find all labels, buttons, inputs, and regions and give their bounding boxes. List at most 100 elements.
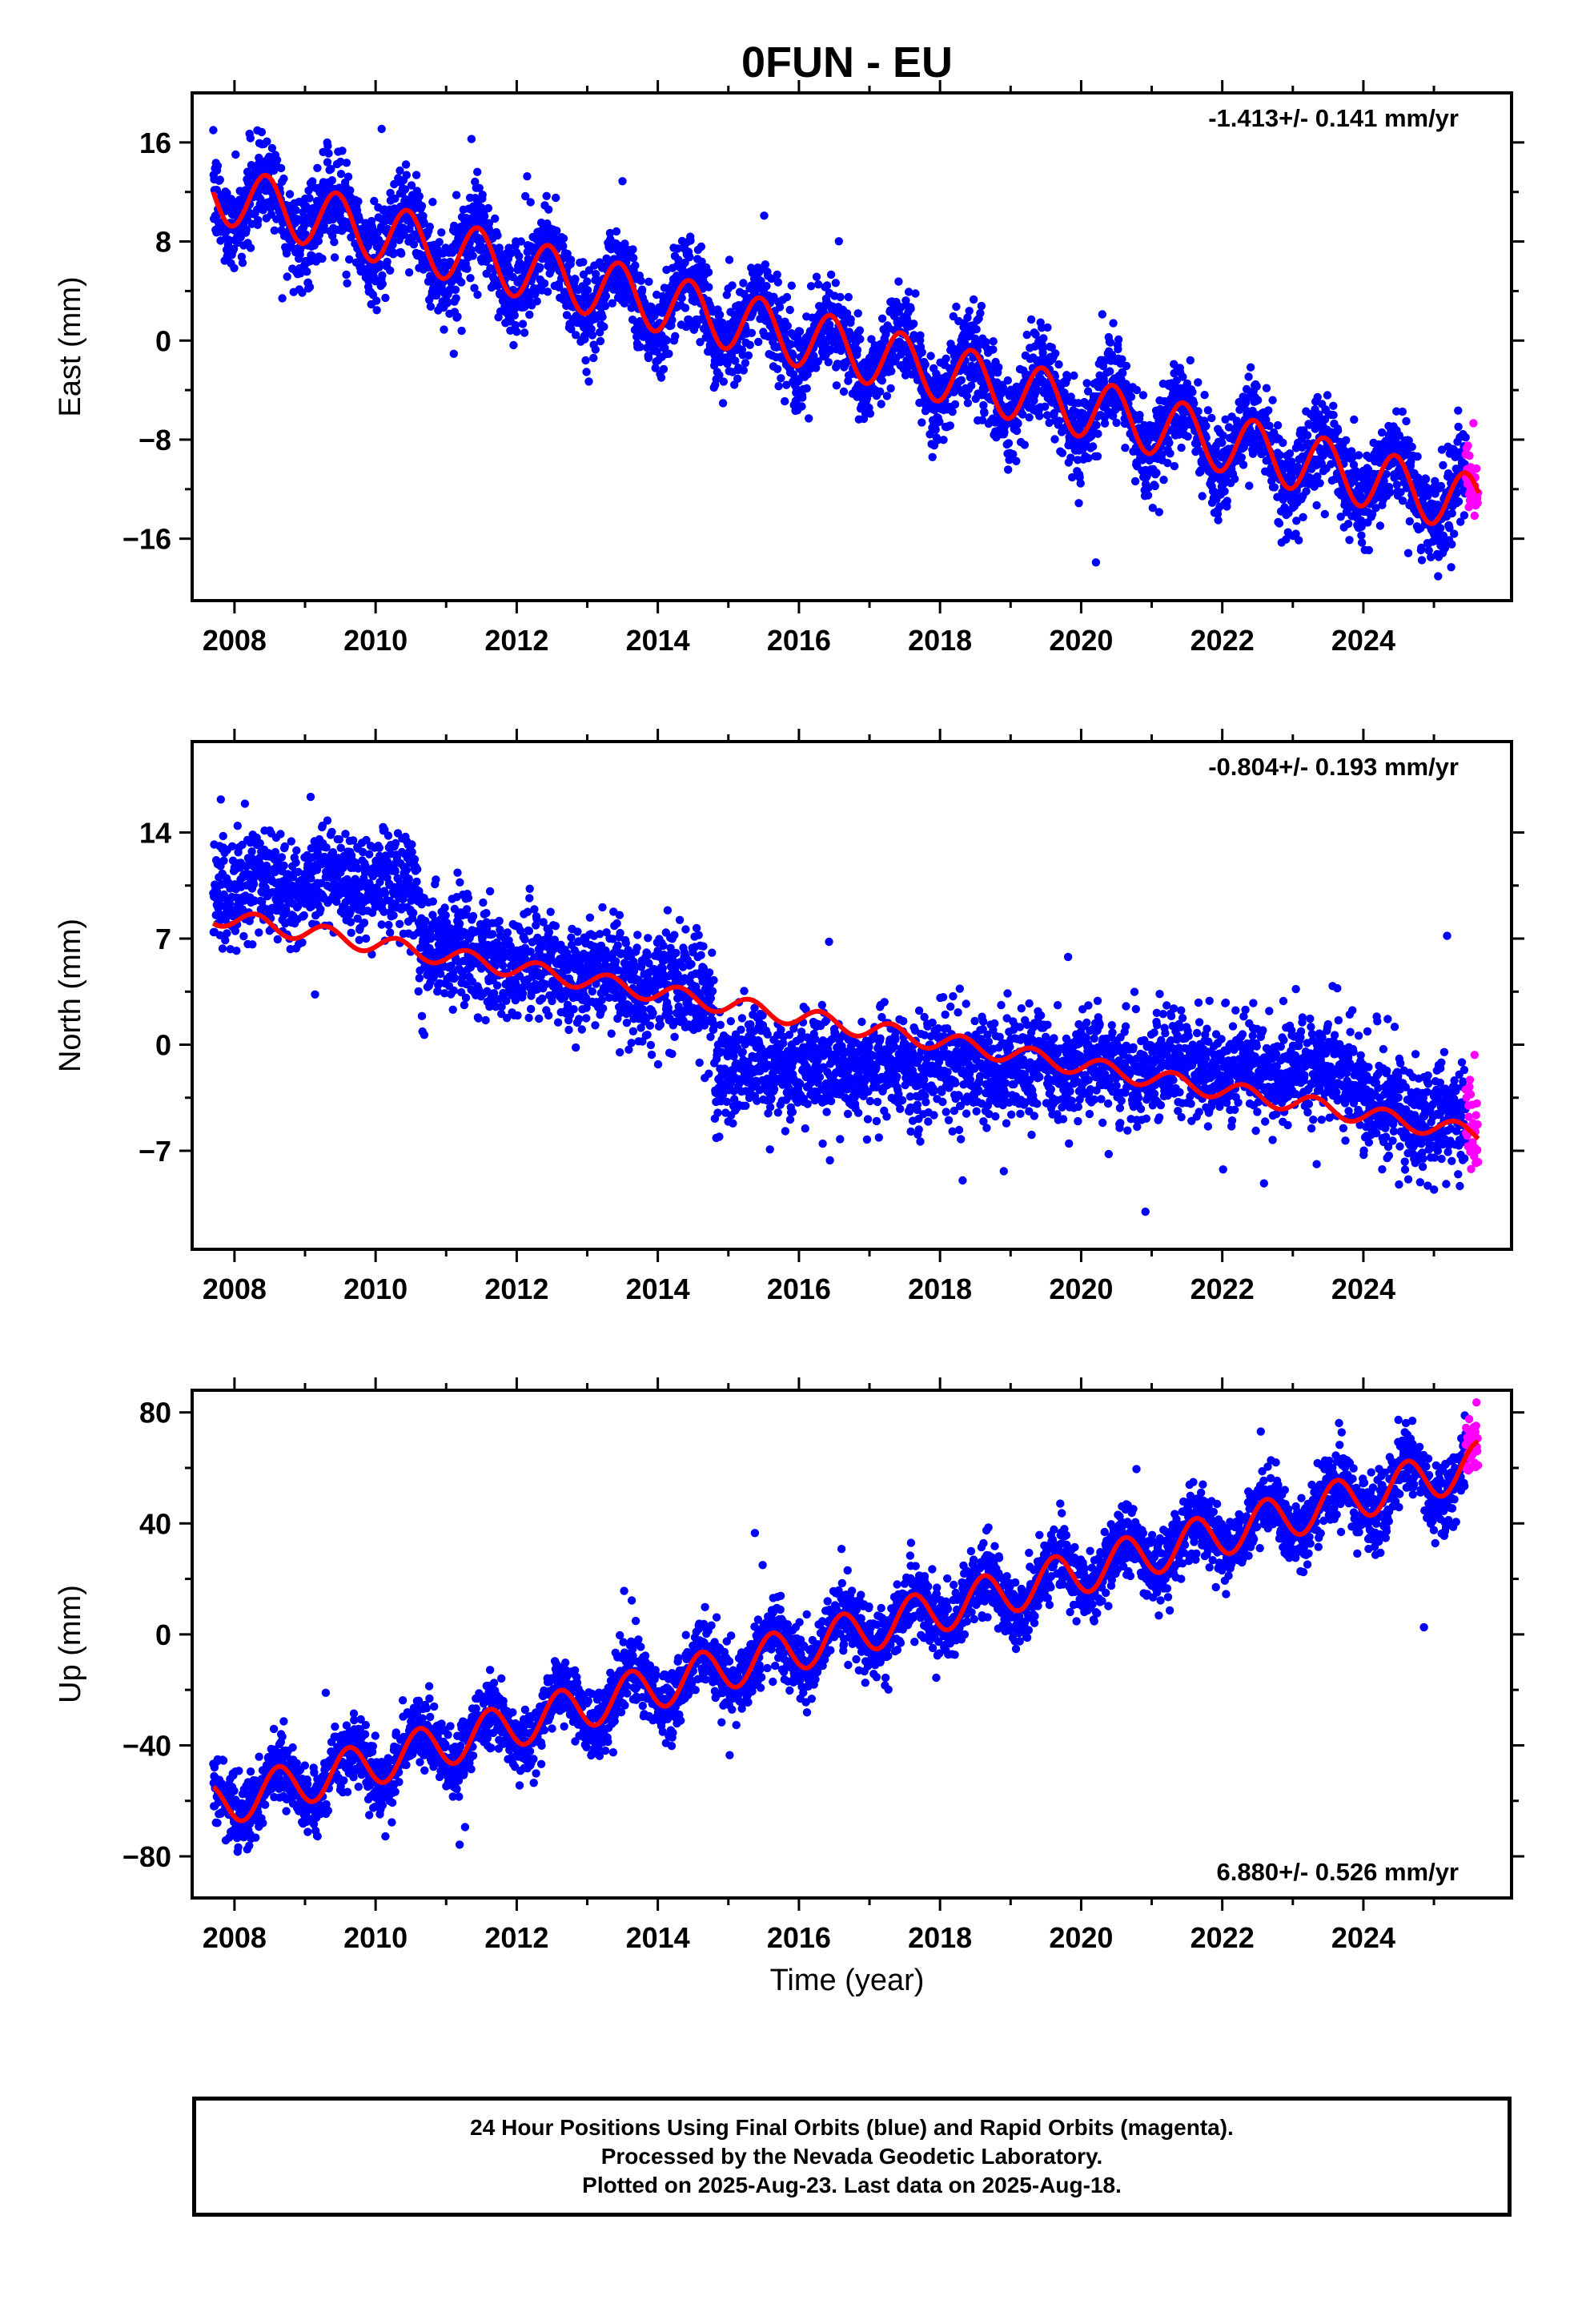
- final-orbit-point: [1218, 438, 1227, 447]
- final-orbit-point: [1245, 481, 1254, 490]
- x-tick-label: 2008: [203, 624, 267, 657]
- final-orbit-point: [1454, 497, 1464, 506]
- final-orbit-point: [744, 351, 753, 360]
- final-orbit-point: [542, 191, 551, 200]
- final-orbit-point: [932, 369, 941, 378]
- final-orbit-point: [1323, 391, 1332, 400]
- final-orbit-point: [1039, 334, 1048, 343]
- final-orbit-point: [1288, 474, 1297, 483]
- final-orbit-point: [926, 430, 934, 439]
- final-orbit-point: [963, 313, 972, 322]
- final-orbit-point: [989, 337, 998, 346]
- final-orbit-point: [773, 278, 782, 287]
- final-orbit-point: [725, 255, 734, 264]
- final-orbit-point: [1198, 492, 1207, 501]
- final-orbit-point: [480, 211, 489, 221]
- final-orbit-point: [453, 312, 462, 321]
- final-orbit-point: [327, 827, 336, 837]
- final-orbit-point: [377, 124, 386, 134]
- final-orbit-point: [1357, 531, 1366, 540]
- final-orbit-point: [977, 301, 986, 311]
- final-orbit-point: [341, 830, 350, 838]
- final-orbit-point: [233, 822, 242, 830]
- final-orbit-point: [246, 243, 255, 252]
- final-orbit-point: [343, 172, 353, 181]
- final-orbit-point: [571, 275, 580, 283]
- final-orbit-point: [917, 348, 926, 357]
- final-orbit-point: [957, 376, 966, 384]
- final-orbit-point: [803, 370, 812, 379]
- final-orbit-point: [989, 345, 998, 354]
- final-orbit-point: [733, 374, 742, 384]
- final-orbit-point: [965, 307, 974, 316]
- final-orbit-point: [1165, 438, 1174, 448]
- final-orbit-point: [1166, 449, 1174, 458]
- final-orbit-point: [846, 315, 855, 324]
- final-orbit-point: [435, 238, 444, 247]
- final-orbit-point: [962, 392, 972, 400]
- final-orbit-point: [795, 327, 805, 336]
- x-tick-label: 2022: [1191, 624, 1255, 657]
- final-orbit-point: [1275, 519, 1284, 528]
- final-orbit-point: [757, 276, 765, 286]
- final-orbit-point: [267, 143, 277, 153]
- final-orbit-point: [372, 306, 381, 315]
- final-orbit-point: [656, 373, 666, 382]
- final-orbit-point: [216, 795, 225, 804]
- final-orbit-point: [240, 799, 250, 808]
- final-orbit-point: [1254, 396, 1263, 404]
- final-orbit-point: [877, 376, 887, 385]
- final-orbit-point: [276, 163, 286, 173]
- y-tick-label: 8: [155, 226, 171, 259]
- final-orbit-point: [343, 279, 351, 287]
- final-orbit-point: [806, 282, 816, 291]
- final-orbit-point: [407, 181, 416, 190]
- final-orbit-point: [939, 436, 948, 444]
- final-orbit-point: [463, 264, 472, 273]
- final-orbit-point: [588, 331, 596, 340]
- final-orbit-point: [952, 302, 961, 312]
- final-orbit-point: [292, 846, 301, 855]
- final-orbit-point: [1112, 418, 1121, 428]
- final-orbit-point: [1343, 520, 1353, 529]
- final-orbit-point: [777, 374, 785, 383]
- final-orbit-point: [826, 345, 835, 354]
- final-orbit-point: [928, 452, 937, 461]
- final-orbit-point: [386, 188, 395, 198]
- final-orbit-point: [1214, 516, 1223, 525]
- x-tick-label: 2016: [767, 624, 831, 657]
- final-orbit-point: [836, 292, 845, 302]
- final-orbit-point: [976, 308, 985, 318]
- final-orbit-point: [601, 292, 610, 300]
- x-tick-label: 2014: [626, 624, 690, 657]
- final-orbit-point: [520, 328, 529, 337]
- final-orbit-point: [270, 226, 279, 235]
- final-orbit-point: [223, 188, 231, 198]
- final-orbit-point: [1202, 421, 1211, 431]
- final-orbit-point: [916, 331, 925, 340]
- final-orbit-point: [425, 223, 434, 231]
- final-orbit-point: [473, 167, 482, 176]
- final-orbit-point: [1025, 413, 1034, 422]
- final-orbit-point: [685, 252, 694, 261]
- final-orbit-point: [832, 381, 841, 390]
- final-orbit-point: [867, 335, 876, 344]
- final-orbit-point: [591, 345, 600, 354]
- final-orbit-point: [715, 371, 724, 380]
- final-orbit-point: [230, 263, 239, 272]
- rapid-orbit-point: [1470, 511, 1480, 521]
- final-orbit-point: [249, 879, 259, 889]
- final-orbit-point: [760, 211, 769, 220]
- final-orbit-point: [1135, 411, 1144, 420]
- final-orbit-point: [1402, 416, 1411, 426]
- final-orbit-point: [1154, 508, 1164, 517]
- final-orbit-point: [311, 990, 319, 999]
- final-orbit-point: [797, 402, 806, 411]
- final-orbit-point: [662, 336, 671, 345]
- final-orbit-point: [1329, 411, 1338, 420]
- final-orbit-point: [242, 225, 251, 235]
- final-orbit-point: [942, 354, 950, 363]
- final-orbit-point: [1200, 391, 1209, 400]
- final-orbit-point: [1342, 436, 1351, 444]
- final-orbit-point: [605, 228, 615, 238]
